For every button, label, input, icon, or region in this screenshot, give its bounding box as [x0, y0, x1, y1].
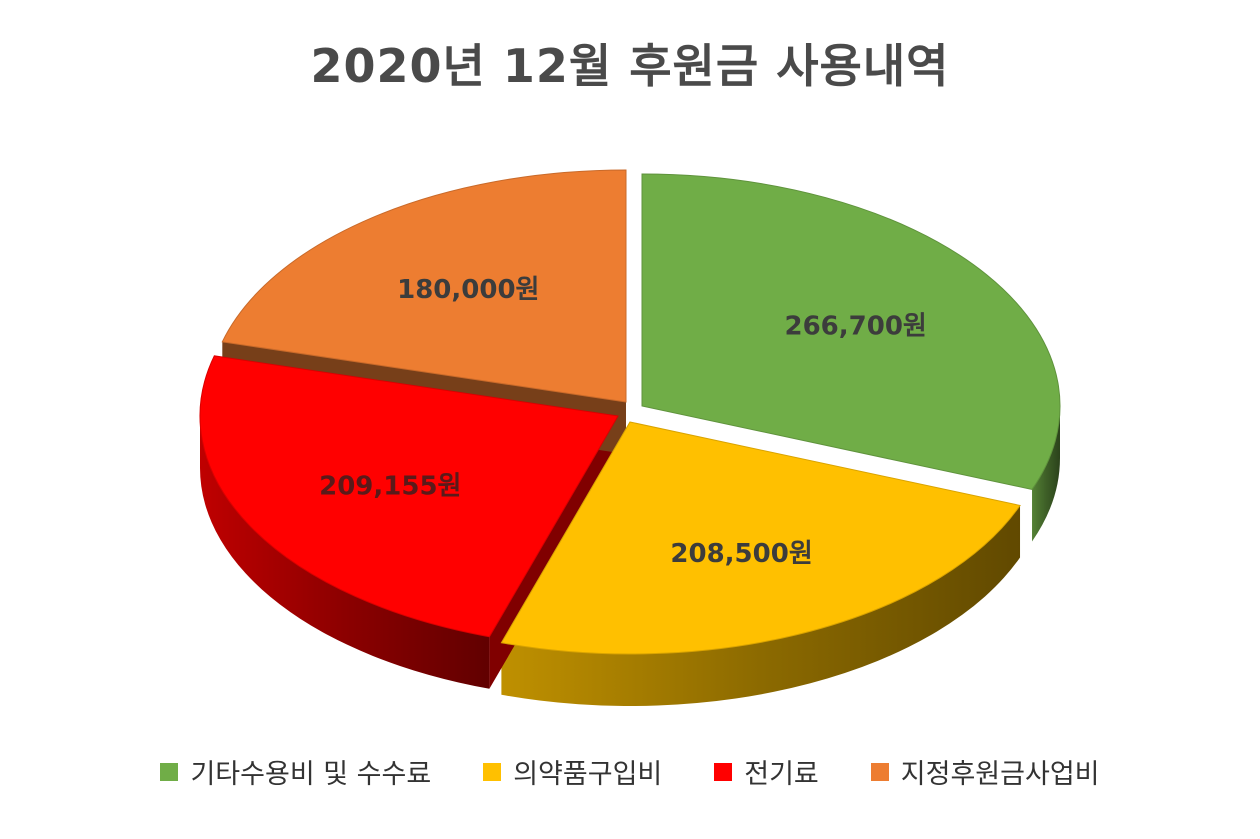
pie-slice-side	[1032, 406, 1060, 542]
data-label: 208,500원	[670, 539, 812, 569]
pie-slice-side	[501, 505, 1021, 707]
legend-entry: 기타수용비 및 수수료	[160, 752, 431, 791]
legend-entry: 의약품구입비	[483, 752, 662, 791]
chart-title: 2020년 12월 후원금 사용내역	[310, 39, 950, 93]
data-label: 266,700원	[785, 312, 927, 342]
legend-swatch	[483, 762, 502, 781]
pie-slice-side	[200, 416, 490, 689]
legend: 기타수용비 및 수수료 의약품구입비 전기료 지정후원금사업비	[0, 752, 1260, 791]
legend-swatch	[870, 762, 889, 781]
legend-swatch	[714, 762, 733, 781]
legend-label: 전기료	[744, 759, 819, 790]
legend-entry: 지정후원금사업비	[870, 752, 1100, 791]
legend-swatch	[160, 762, 179, 781]
legend-label: 지정후원금사업비	[900, 759, 1100, 790]
pie-slice	[500, 421, 1021, 655]
legend-label: 기타수용비 및 수수료	[190, 759, 432, 790]
pie-slice	[221, 169, 627, 403]
data-label: 209,155원	[319, 472, 461, 502]
legend-entry: 전기료	[714, 752, 819, 791]
pie-slice	[199, 355, 619, 638]
data-label: 180,000원	[397, 275, 539, 305]
legend-label: 의약품구입비	[513, 759, 663, 790]
pie-slice	[641, 173, 1061, 490]
